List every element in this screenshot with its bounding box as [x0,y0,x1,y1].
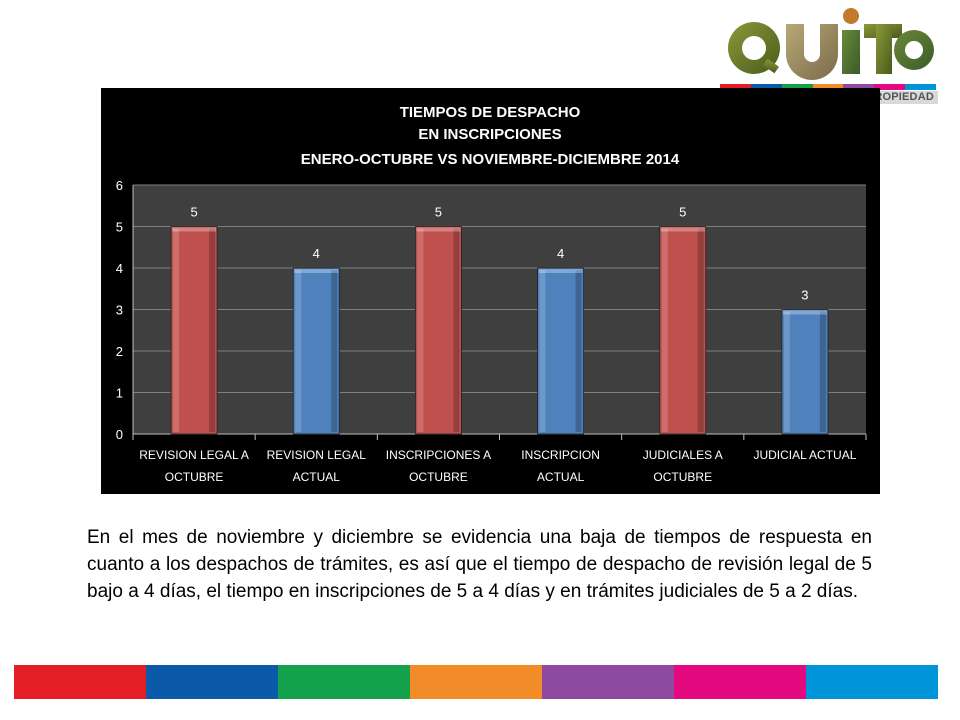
x-category-label: OCTUBRE [409,470,468,484]
logo-stripe-segment [781,84,813,90]
footer-stripe-segment [146,665,278,699]
bar-highlight [539,270,546,432]
data-label: 4 [313,246,320,261]
bar-top-bevel [538,269,583,273]
logo-stripe-segment [905,84,937,90]
footer-stripe-segment [542,665,674,699]
x-category-label: INSCRIPCION [521,448,600,462]
bar-top-bevel [294,269,339,273]
bar-highlight [295,270,302,432]
chart-title-line: ENERO-OCTUBRE VS NOVIEMBRE-DICIEMBRE 201… [301,151,680,168]
bar [537,267,584,435]
logo-stripe-segment [750,84,782,90]
y-tick-label: 3 [116,303,123,318]
bar-shade [331,270,338,432]
bar [170,226,218,435]
bar-shade [453,228,460,432]
bar [415,226,462,435]
x-category-label: INSCRIPCIONES A [386,448,491,462]
x-category-label: OCTUBRE [165,470,224,484]
body-paragraph: En el mes de noviembre y diciembre se ev… [87,527,872,602]
plot-area: 0 1 2 3 4 5 6 5 REVISION LEGAL A OCTUBRE 4 REVISION… [116,178,867,484]
logo-stripe-segment [874,84,906,90]
bar-highlight [783,311,790,432]
bar-top-bevel [660,227,705,232]
y-tick-label: 4 [116,261,123,276]
bar-top-bevel [782,310,827,315]
data-label: 5 [679,205,686,220]
x-category-label: ACTUAL [537,470,585,484]
data-label: 5 [190,205,197,220]
data-label: 5 [435,205,442,220]
quito-wordmark-logo [728,8,934,80]
y-tick-label: 0 [116,427,123,442]
bar-chart: TIEMPOS DE DESPACHO EN INSCRIPCIONES ENERO… [116,104,867,484]
chart-panel: TIEMPOS DE DESPACHO EN INSCRIPCIONES ENERO… [101,88,880,494]
x-category-label: OCTUBRE [653,470,712,484]
x-category-label: REVISION LEGAL A [139,448,249,462]
x-category-label: ACTUAL [293,470,341,484]
bar-highlight [661,228,668,432]
bar-top-bevel [172,227,217,232]
bar-shade [575,270,582,432]
data-label: 3 [801,288,808,303]
x-category-label: REVISION LEGAL [267,448,367,462]
chart-title-line: TIEMPOS DE DESPACHO [400,104,581,121]
chart-title: TIEMPOS DE DESPACHO EN INSCRIPCIONES ENERO… [301,104,680,168]
logo-stripe-segment [812,84,844,90]
bar [292,267,340,435]
footer-stripe-segment [806,665,938,699]
bar-highlight [417,228,424,432]
footer-stripe-segment [14,665,146,699]
logo-stripe-segment [843,84,875,90]
bar-highlight [173,228,180,432]
footer-stripe-segment [674,665,806,699]
bar [781,309,829,435]
y-tick-label: 5 [116,220,123,235]
chart-title-line: EN INSCRIPCIONES [418,126,561,143]
y-tick-label: 1 [116,386,123,401]
bar-shade [819,311,826,432]
logo-color-stripe [720,84,937,90]
bar-shade [697,228,704,432]
logo-stripe-segment [720,84,751,90]
bar-top-bevel [416,227,461,232]
bar-shade [209,228,216,432]
data-label: 4 [557,246,564,261]
bar [659,226,707,435]
footer-stripe-segment [410,665,542,699]
footer-color-stripe [14,665,938,699]
footer-stripe-segment [278,665,410,699]
x-category-label: JUDICIALES A [643,448,723,462]
y-tick-label: 6 [116,178,123,193]
y-tick-label: 2 [116,344,123,359]
x-category-label: JUDICIAL ACTUAL [753,448,856,462]
